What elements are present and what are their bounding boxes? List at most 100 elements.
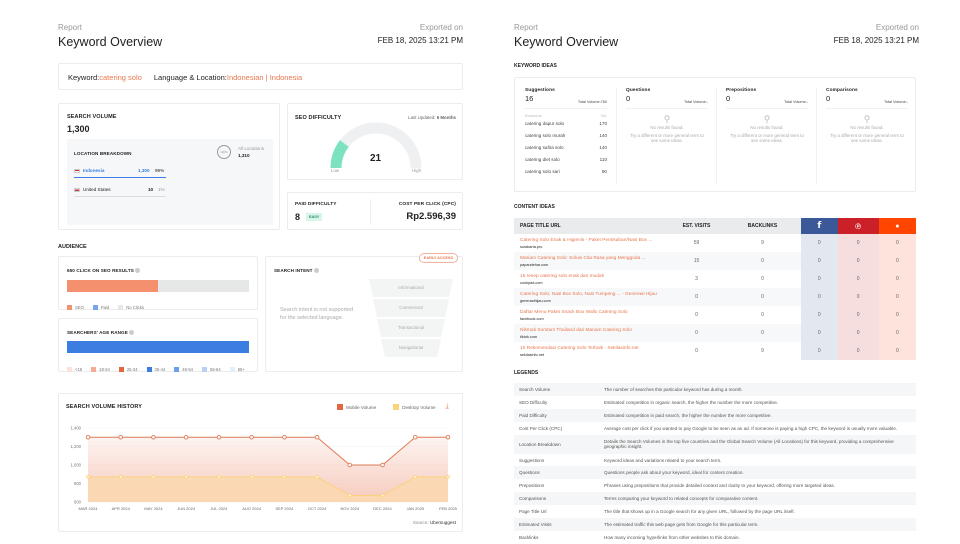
page-title-link[interactable]: 15 resep catering solo enak dan mudah <box>520 273 605 279</box>
legend-label: 65+ <box>237 367 245 372</box>
legend-item: No Clicks <box>118 305 144 310</box>
column-title: Comparisons <box>826 88 858 93</box>
content-ideas-table: PAGE TITLE URL EST. VISITS BACKLINKS f ℗… <box>514 218 916 360</box>
source-value: Ubersuggest <box>429 520 456 525</box>
page-title-link[interactable]: Catering Solo Enak & Higienis - Paket Pe… <box>520 237 653 243</box>
funnel-stage: Informational <box>369 279 453 297</box>
info-icon[interactable] <box>313 268 319 274</box>
legend-term: Cost Per Click (CPC) <box>519 425 563 431</box>
data-point[interactable] <box>184 475 189 479</box>
legend-label: No Clicks <box>126 305 144 310</box>
info-icon[interactable] <box>135 268 141 274</box>
history-card: SEARCH VOLUME HISTORY Mobile Volume Desk… <box>58 393 463 532</box>
info-icon[interactable] <box>129 330 135 336</box>
legend-definition: The number of searches this particular k… <box>604 386 743 392</box>
suggestion-row[interactable]: catering dapur solo 170 <box>525 118 607 130</box>
cell-visits: 59 <box>693 240 700 246</box>
data-point[interactable] <box>347 493 352 498</box>
data-point[interactable] <box>216 435 222 440</box>
data-point[interactable] <box>183 435 189 440</box>
page-title-link[interactable]: Daftar Menu Paket Snack Box Wallx Cateri… <box>520 309 628 315</box>
page-title-link[interactable]: 10 Rekomendasi Catering Solo Terbaik - S… <box>520 345 639 351</box>
suggestion-row[interactable]: catering solo sari 90 <box>525 165 607 177</box>
column-count: 0 <box>826 94 831 103</box>
keyword-ideas-label: KEYWORD IDEAS <box>514 63 557 69</box>
age-card: SEARCHERS' AGE RANGE <18 18-24 25-34 35-44 4… <box>58 318 258 372</box>
data-point[interactable] <box>282 435 287 440</box>
suggestion-row[interactable]: catering solo murah 140 <box>525 130 607 142</box>
legend-mobile[interactable]: Mobile Volume <box>346 404 377 410</box>
data-point[interactable] <box>380 462 385 468</box>
data-point[interactable] <box>413 475 418 479</box>
data-point[interactable] <box>151 475 156 479</box>
table-row: 10 Rekomendasi Catering Solo Terbaik - S… <box>514 342 916 360</box>
data-point[interactable] <box>86 475 90 479</box>
empty-title: No results found. <box>850 125 884 130</box>
table-row: 15 resep catering solo enak dan mudah coo… <box>514 270 916 288</box>
cell-fb: 0 <box>801 252 838 270</box>
y-tick-label: 1,200 <box>71 444 82 449</box>
table-row: Catering Solo Enak & Higienis - Paket Pe… <box>514 234 916 252</box>
legend-row: Location Breakdown Details the Search Vol… <box>514 434 916 454</box>
page-title-link[interactable]: Nikmati Somtam Thailand dari Mariam Cate… <box>520 327 632 333</box>
data-point[interactable] <box>118 475 123 479</box>
reddit-icon[interactable]: ● <box>878 218 916 234</box>
data-point[interactable] <box>118 435 123 440</box>
data-point[interactable] <box>151 435 156 440</box>
data-point[interactable] <box>217 475 221 479</box>
legend-item: 55-64 <box>201 367 221 372</box>
x-tick-label: SEP 2024 <box>275 506 294 511</box>
empty-title: No results found. <box>750 125 784 130</box>
all-locations-ring: 100% <box>217 145 231 159</box>
legend-swatch <box>118 305 124 310</box>
data-point[interactable] <box>85 435 91 440</box>
divider <box>370 199 371 225</box>
legend-desktop[interactable]: Desktop Volume <box>402 404 436 410</box>
page-title-link[interactable]: Mariam Catering Solo: Solusi Cita Rasa y… <box>520 255 646 261</box>
x-tick-label: JAN 2025 <box>406 506 424 511</box>
legend-row: Estimated Visits The estimated traffic th… <box>514 518 916 531</box>
data-point[interactable] <box>315 475 319 479</box>
pinterest-icon[interactable]: ℗ <box>837 218 879 234</box>
legend-definition: Estimated competition in organic search,… <box>604 399 779 405</box>
suggestion-row[interactable]: catering safira solo 140 <box>525 142 607 154</box>
col-keywords: Keywords <box>525 114 542 118</box>
data-point[interactable] <box>249 435 254 440</box>
clicks-title: 650 CLICK ON SEO RESULTS <box>67 268 141 274</box>
legend-definition: The estimated traffic this web page gets… <box>604 521 759 527</box>
facebook-icon[interactable]: f <box>801 218 838 234</box>
data-point[interactable] <box>249 475 254 479</box>
legend-swatch <box>146 367 152 372</box>
legend-definition: Phrases using prepositions that provide … <box>604 483 836 489</box>
column-title: Questions <box>626 88 651 93</box>
exported-date: FEB 18, 2025 13:21 PM <box>833 36 919 45</box>
location-breakdown: LOCATION BREAKDOWN 100% All Locations 1,… <box>67 139 273 225</box>
data-point[interactable] <box>314 435 320 440</box>
suggestions-title: Suggestions <box>525 88 555 93</box>
x-tick-label: FEB 2025 <box>439 506 458 511</box>
page-title: Keyword Overview <box>514 35 619 49</box>
data-point[interactable] <box>445 435 451 440</box>
data-point[interactable] <box>446 475 450 479</box>
legend-definition: The title that shows up in a Google sear… <box>604 509 795 515</box>
cell-visits: 0 <box>695 348 698 354</box>
cell-backlinks: 0 <box>761 276 764 282</box>
cell-backlinks: 0 <box>761 312 764 318</box>
empty-message: Try a different or more general term to … <box>630 132 704 144</box>
data-point[interactable] <box>413 435 418 440</box>
page-domain: generasihijau.com <box>520 298 551 303</box>
data-point[interactable] <box>282 475 287 479</box>
page-title-link[interactable]: Catering Solo, Nasi Box Solo, Nasi Tumpe… <box>520 291 657 297</box>
download-icon[interactable]: ⤓ <box>445 403 449 410</box>
suggestion-row[interactable]: catering diet solo 110 <box>525 153 607 165</box>
col-backlinks: BACKLINKS <box>724 218 801 234</box>
data-point[interactable] <box>347 462 353 468</box>
data-point[interactable] <box>380 493 385 498</box>
page-domain: surakarta.pro <box>520 244 543 249</box>
legend-row: Prepositions Phrases using prepositions t… <box>514 479 916 492</box>
legend-definition: Keyword ideas and variations related to … <box>604 457 722 463</box>
legend-swatch <box>91 367 97 372</box>
suggestion-volume: 140 <box>599 144 607 150</box>
suggestion-keyword: catering solo murah <box>525 133 566 139</box>
source-label: Source: <box>412 520 429 525</box>
